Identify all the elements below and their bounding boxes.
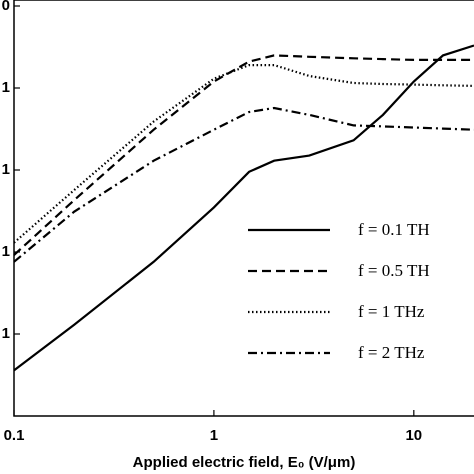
legend-label: f = 2 THz <box>358 343 425 362</box>
x-axis-label: Applied electric field, E₀ (V/μm) <box>133 454 356 471</box>
series-line <box>13 106 474 263</box>
plot-frame <box>13 0 474 417</box>
series-line <box>13 54 474 256</box>
legend-label: f = 0.5 TH <box>358 261 430 280</box>
series-line <box>13 63 474 244</box>
x-tick-label: 0.1 <box>4 427 25 444</box>
y-tick-label: 1 <box>2 161 10 178</box>
y-tick-label: 1 <box>2 243 10 260</box>
x-tick-label: 10 <box>405 427 422 444</box>
y-tick-label: 1 <box>2 325 10 342</box>
x-tick-label: 1 <box>210 427 218 444</box>
y-tick-label: 1 <box>2 79 10 96</box>
y-tick-label: 0 <box>2 0 10 14</box>
legend-box <box>231 205 474 377</box>
series-line <box>13 44 474 372</box>
legend-label: f = 1 THz <box>358 302 425 321</box>
legend-label: f = 0.1 TH <box>358 220 430 239</box>
